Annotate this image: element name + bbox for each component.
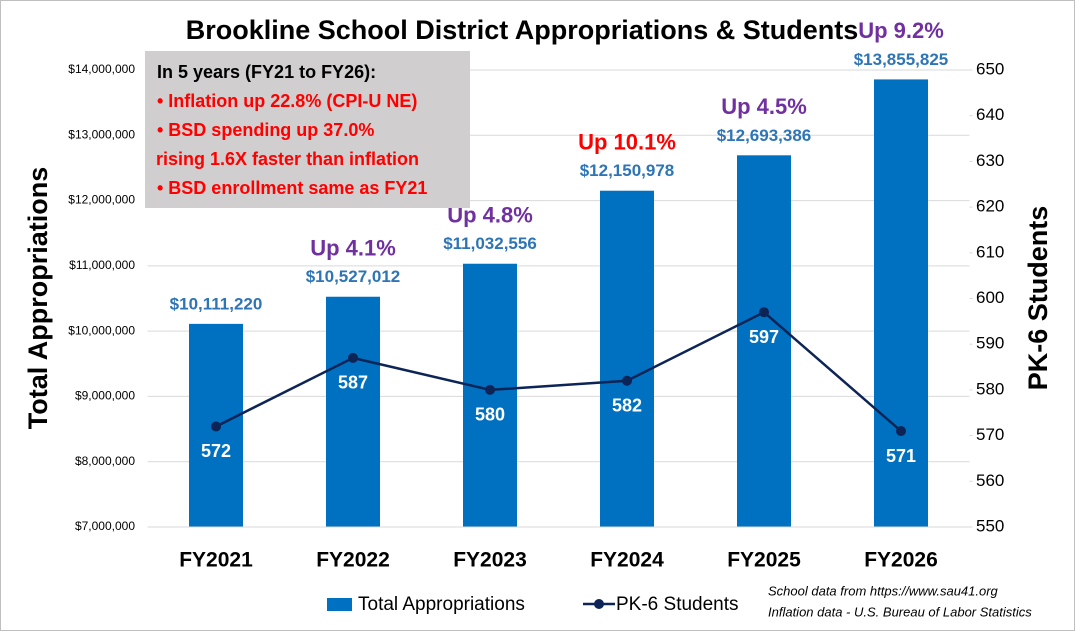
y-tick-label: $13,000,000	[68, 127, 135, 141]
note-line: • BSD enrollment same as FY21	[157, 178, 427, 198]
legend-swatch	[327, 598, 352, 611]
line-point	[622, 375, 632, 386]
source-note: School data from https://www.sau41.org	[768, 583, 999, 598]
source-note: Inflation data - U.S. Bureau of Labor St…	[768, 604, 1032, 619]
change-label: Up 9.2%	[858, 18, 944, 43]
change-label: Up 10.1%	[578, 130, 676, 155]
bar	[737, 155, 791, 527]
line-value-label: 597	[749, 327, 779, 347]
y-tick-label: $8,000,000	[75, 454, 135, 468]
x-tick-label: FY2022	[316, 549, 390, 572]
line-point	[211, 421, 221, 432]
x-tick-label: FY2021	[179, 549, 253, 572]
bar-value-label: $12,693,386	[717, 126, 812, 145]
bar-value-label: $12,150,978	[580, 161, 675, 180]
y2-tick-label: 640	[976, 105, 1004, 124]
y-tick-label: $14,000,000	[68, 62, 135, 76]
x-tick-label: FY2024	[590, 549, 664, 572]
line	[215, 310, 902, 432]
y-tick-label: $10,000,000	[68, 323, 135, 337]
change-label: Up 4.5%	[721, 94, 807, 119]
bar-value-label: $10,111,220	[170, 294, 263, 313]
note-line: rising 1.6X faster than inflation	[156, 149, 419, 169]
y2-axis-title: PK-6 Students	[1023, 206, 1053, 391]
y2-tick-label: 630	[976, 151, 1004, 170]
y2-tick-label: 590	[976, 334, 1004, 353]
legend-marker	[594, 599, 604, 609]
line-value-label: 572	[201, 441, 231, 461]
y-tick-label: $7,000,000	[75, 519, 135, 533]
y2-tick-label: 620	[976, 197, 1004, 216]
y2-tick-label: 610	[976, 242, 1004, 261]
note-line: In 5 years (FY21 to FY26):	[157, 62, 376, 82]
bar	[463, 263, 517, 527]
x-tick-label: FY2026	[864, 549, 938, 572]
line-value-label: 587	[338, 373, 368, 393]
bar-value-label: $10,527,012	[306, 267, 401, 286]
x-tick-label: FY2025	[727, 549, 801, 572]
notes-box	[145, 51, 470, 208]
bar	[600, 190, 654, 527]
legend-label: PK-6 Students	[616, 594, 739, 615]
note-line: • Inflation up 22.8% (CPI-U NE)	[157, 91, 417, 111]
change-label: Up 4.1%	[310, 236, 396, 261]
y-tick-label: $11,000,000	[69, 258, 135, 272]
line-value-label: 580	[475, 405, 505, 425]
y2-tick-label: 600	[976, 288, 1004, 307]
note-line: • BSD spending up 37.0%	[157, 120, 374, 140]
line-point	[485, 384, 495, 395]
bar-value-label: $13,855,825	[854, 50, 949, 69]
line-value-label: 571	[886, 446, 916, 466]
y-tick-label: $9,000,000	[75, 389, 135, 403]
chart-title: Brookline School District Appropriations…	[186, 15, 859, 45]
y-axis-title: Total Appropriations	[23, 167, 53, 430]
y2-tick-label: 550	[976, 516, 1004, 535]
line-point	[759, 307, 769, 318]
line-point	[348, 352, 358, 363]
y2-tick-label: 580	[976, 379, 1004, 398]
bar	[874, 79, 928, 527]
bar-value-label: $11,032,556	[443, 234, 537, 253]
line-value-label: 582	[612, 396, 642, 416]
y2-tick-label: 570	[976, 425, 1004, 444]
x-tick-label: FY2023	[453, 549, 527, 572]
line-point	[896, 426, 906, 437]
y-tick-label: $12,000,000	[68, 193, 135, 207]
legend-label: Total Appropriations	[358, 594, 525, 615]
y2-tick-label: 560	[976, 471, 1004, 490]
y2-tick-label: 650	[976, 59, 1004, 78]
bar	[326, 296, 380, 527]
